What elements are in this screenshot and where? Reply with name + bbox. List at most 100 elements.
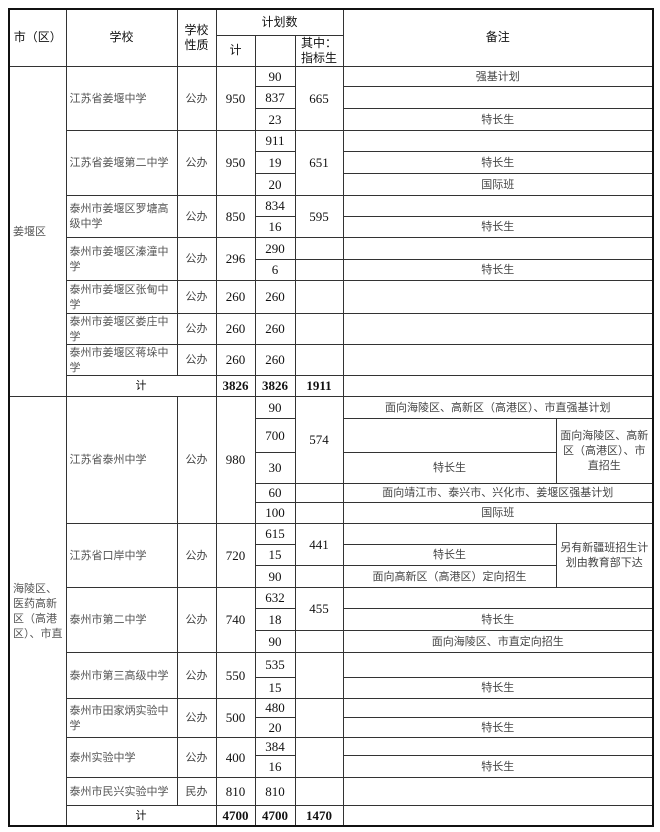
remark: 面向海陵区、高新区（高港区）、市直强基计划: [342, 395, 654, 419]
quota: 574: [294, 395, 344, 484]
district-cell: 海陵区、医药高新区（高港区）、市直: [8, 395, 67, 827]
school-total: 296: [215, 236, 256, 281]
count: 90: [254, 65, 296, 87]
school-name: 泰州市第三高级中学: [65, 651, 178, 699]
school-name: 江苏省姜堰中学: [65, 65, 178, 131]
header-quota: 其中：指标生: [294, 34, 344, 67]
remark: 特长生: [342, 716, 654, 738]
remark: 特长生: [342, 676, 654, 699]
subtotal-quota: 1911: [294, 374, 344, 397]
school-nature: 公办: [176, 236, 217, 281]
school-total: 260: [215, 343, 256, 376]
remark: [342, 522, 557, 545]
remark: 特长生: [342, 451, 557, 484]
count: 834: [254, 194, 296, 217]
enrollment-plan-table: 市（区） 学校 学校性质 计划数 备注 计 其中：指标生 姜堰区 江苏省姜堰中学…: [8, 8, 655, 827]
remark: [342, 776, 654, 806]
quota: [294, 258, 344, 281]
header-plan: 计划数: [215, 8, 344, 36]
remark: 特长生: [342, 607, 654, 631]
school-nature: 公办: [176, 651, 217, 699]
count: 911: [254, 129, 296, 152]
quota: 595: [294, 194, 344, 238]
quota: [294, 482, 344, 503]
side-remark: 另有新疆班招生计划由教育部下达: [555, 522, 654, 588]
remark: [342, 736, 654, 756]
remark: [342, 85, 654, 109]
count: 90: [254, 564, 296, 588]
school-total: 260: [215, 279, 256, 314]
school-nature: 公办: [176, 395, 217, 524]
school-name: 泰州市姜堰区蒋垛中学: [65, 343, 178, 376]
remark: [342, 651, 654, 678]
quota: 665: [294, 65, 344, 131]
remark: 特长生: [342, 215, 654, 238]
school-total: 950: [215, 129, 256, 196]
quota: [294, 776, 344, 806]
count: 837: [254, 85, 296, 109]
count: 18: [254, 607, 296, 631]
header-blank: [254, 34, 296, 67]
count: 16: [254, 754, 296, 778]
quota: [294, 501, 344, 524]
school-name: 泰州市民兴实验中学: [65, 776, 178, 806]
quota: 455: [294, 586, 344, 631]
subtotal-quota: 1470: [294, 804, 344, 827]
school-total: 550: [215, 651, 256, 699]
quota: [294, 236, 344, 260]
count: 6: [254, 258, 296, 281]
quota: [294, 697, 344, 738]
quota: [294, 564, 344, 588]
count: 384: [254, 736, 296, 756]
remark: 特长生: [342, 150, 654, 174]
subtotal-total: 3826: [215, 374, 256, 397]
count: 290: [254, 236, 296, 260]
remark: [342, 312, 654, 345]
school-nature: 公办: [176, 312, 217, 345]
remark: [342, 417, 557, 453]
count: 480: [254, 697, 296, 718]
remark: 特长生: [342, 754, 654, 778]
count: 20: [254, 716, 296, 738]
remark: 国际班: [342, 172, 654, 196]
count: 19: [254, 150, 296, 174]
remark: 特长生: [342, 107, 654, 131]
school-name: 泰州市姜堰区张甸中学: [65, 279, 178, 314]
header-nature: 学校性质: [176, 8, 217, 67]
remark: [342, 194, 654, 217]
count: 535: [254, 651, 296, 678]
count: 23: [254, 107, 296, 131]
subtotal-label: 计: [65, 804, 217, 827]
remark: 国际班: [342, 501, 654, 524]
school-nature: 公办: [176, 279, 217, 314]
remark: 特长生: [342, 258, 654, 281]
school-total: 850: [215, 194, 256, 238]
count: 20: [254, 172, 296, 196]
remark: 特长生: [342, 543, 557, 566]
school-nature: 公办: [176, 129, 217, 196]
district-cell: 姜堰区: [8, 65, 67, 397]
school-nature: 公办: [176, 194, 217, 238]
remark: [342, 374, 654, 397]
quota: [294, 343, 344, 376]
quota: [294, 312, 344, 345]
subtotal-count: 3826: [254, 374, 296, 397]
header-remarks: 备注: [342, 8, 654, 67]
quota: [294, 279, 344, 314]
header-total: 计: [215, 34, 256, 67]
count: 90: [254, 395, 296, 419]
school-total: 810: [215, 776, 256, 806]
school-nature: 公办: [176, 65, 217, 131]
subtotal-count: 4700: [254, 804, 296, 827]
school-total: 980: [215, 395, 256, 524]
remark: [342, 804, 654, 827]
count: 15: [254, 676, 296, 699]
school-total: 740: [215, 586, 256, 653]
header-district: 市（区）: [8, 8, 67, 67]
count: 100: [254, 501, 296, 524]
school-name: 泰州市姜堰区罗塘高级中学: [65, 194, 178, 238]
count: 615: [254, 522, 296, 545]
school-total: 260: [215, 312, 256, 345]
remark: [342, 236, 654, 260]
school-name: 泰州市姜堰区娄庄中学: [65, 312, 178, 345]
